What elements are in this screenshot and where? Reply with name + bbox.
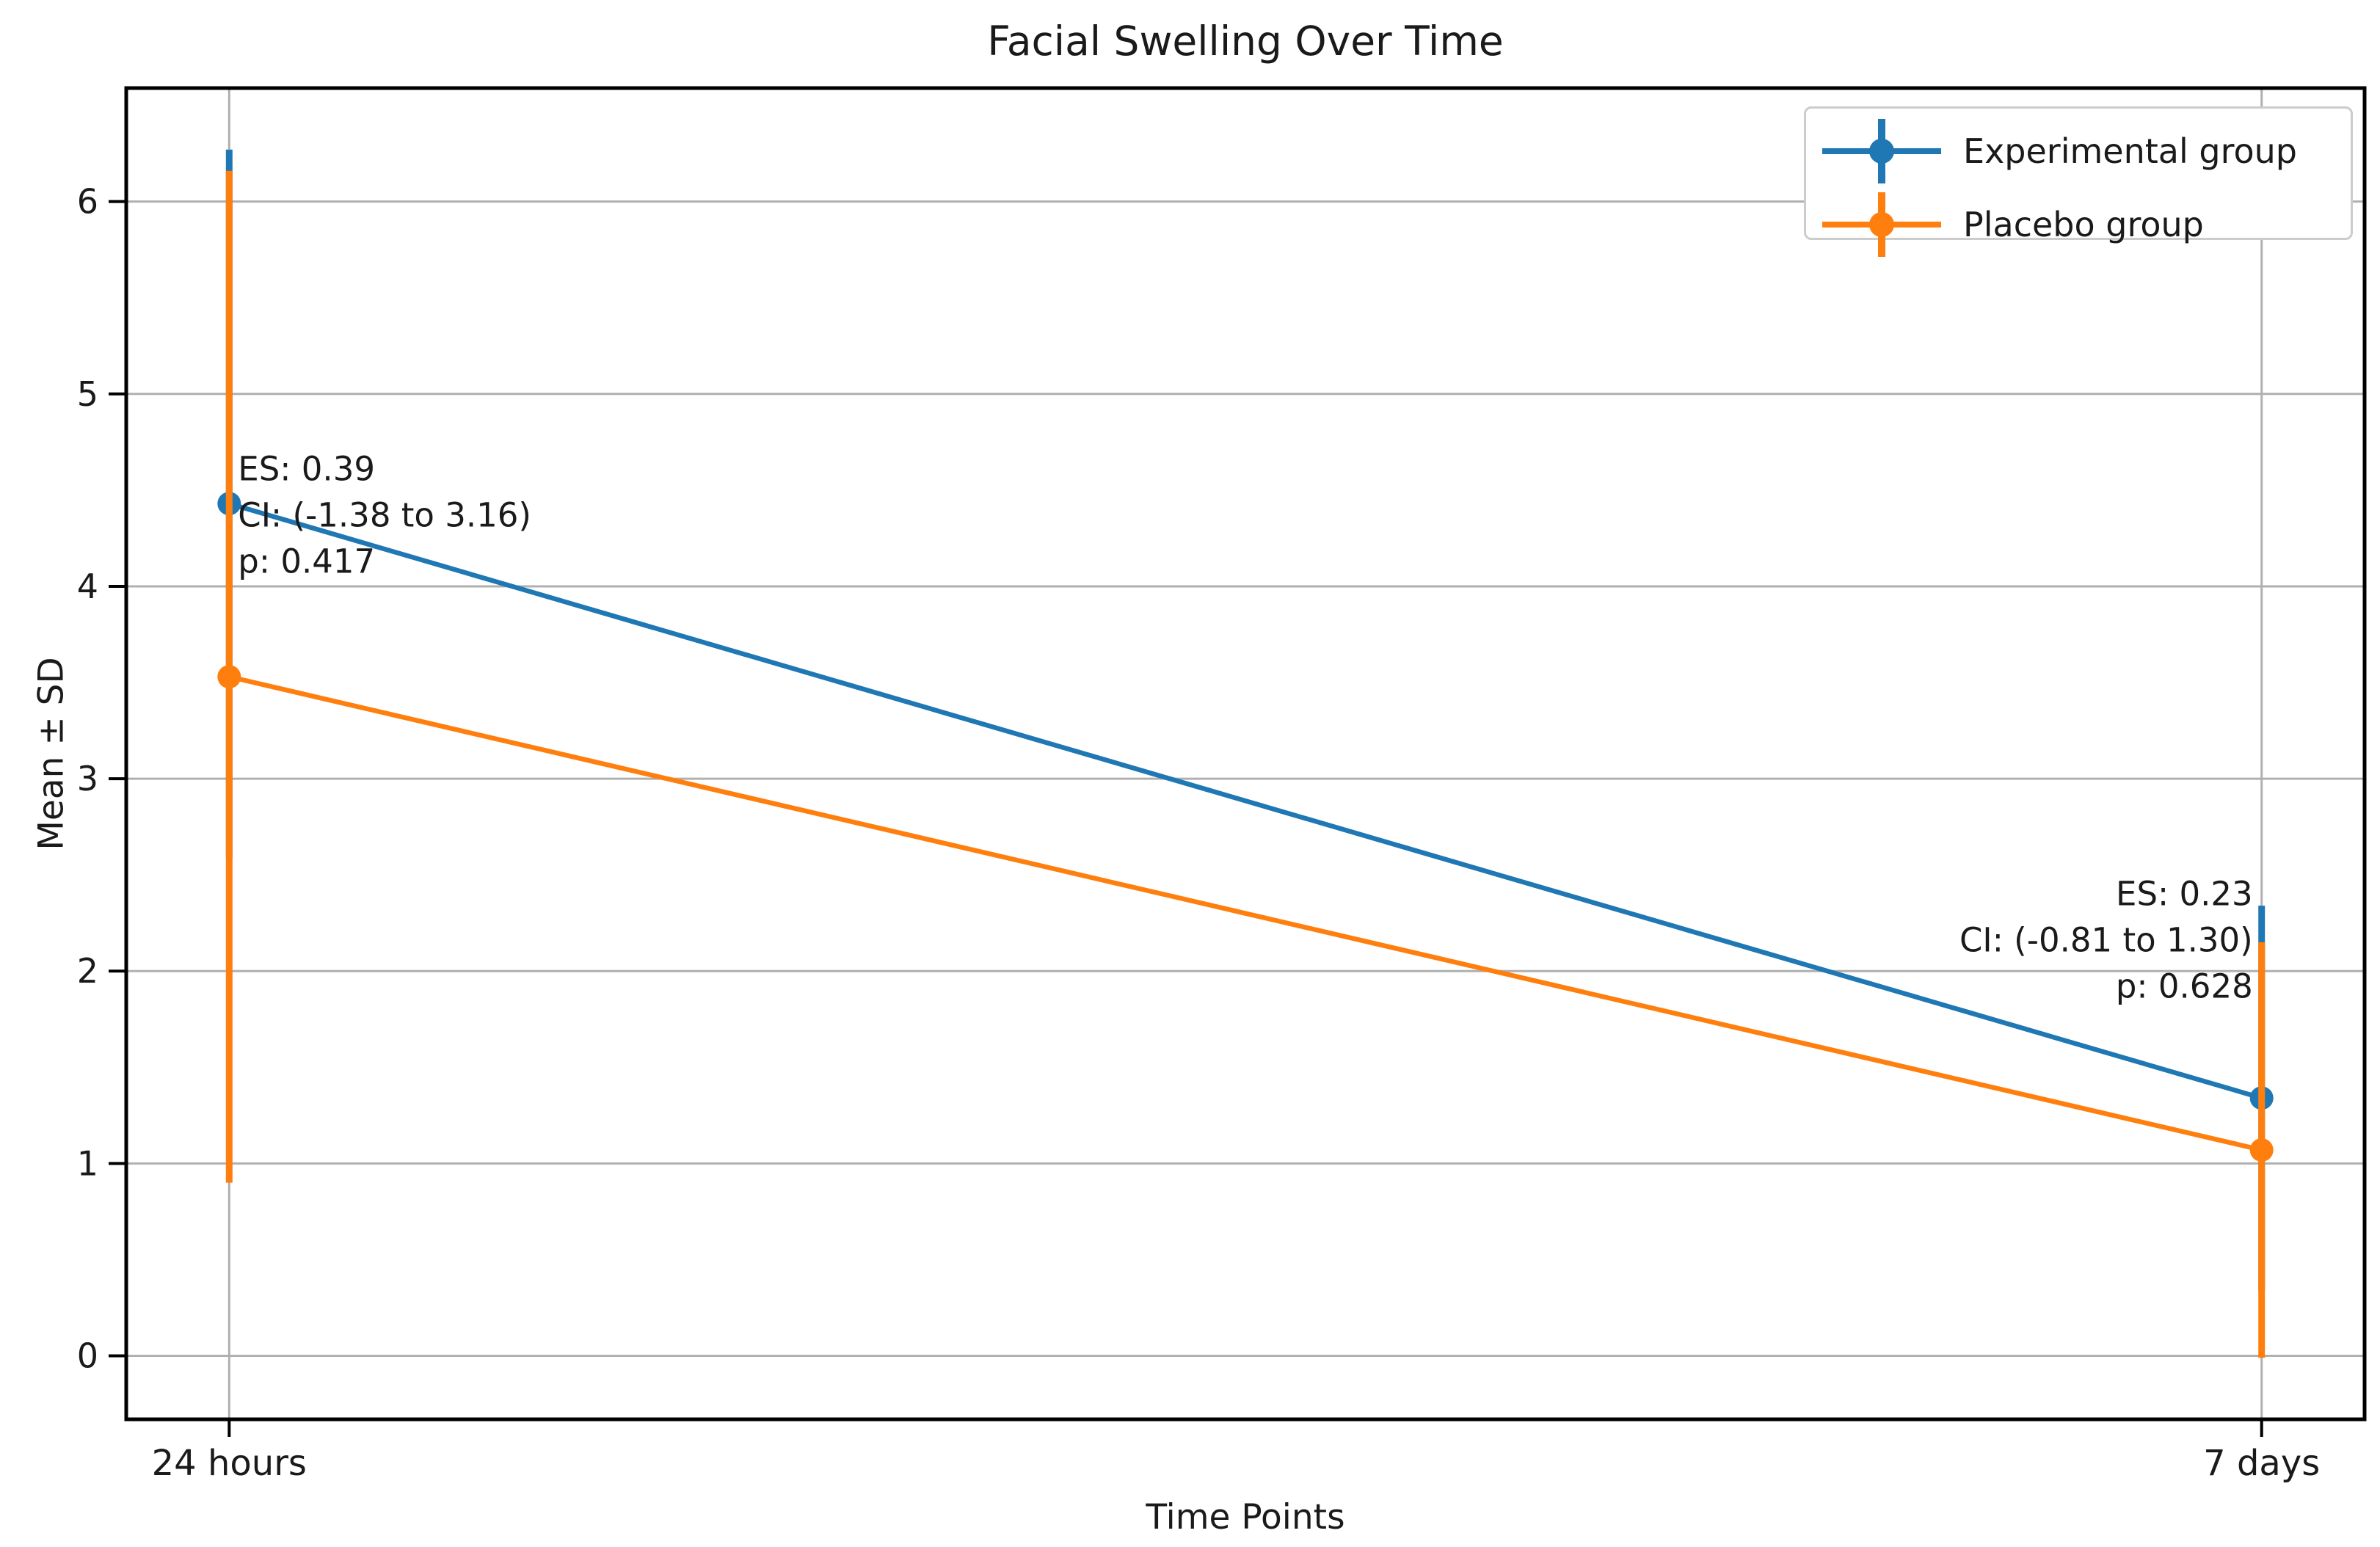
legend-label: Placebo group	[1963, 205, 2204, 244]
annotation-line-es: ES: 0.39	[238, 449, 375, 489]
svg-text:6: 6	[77, 182, 98, 222]
errorbar-marker-icon	[1822, 192, 1941, 257]
legend-label: Experimental group	[1963, 131, 2297, 171]
annotation: ES: 0.23 CI: (-0.81 to 1.30) p: 0.628	[1959, 871, 2253, 1010]
y-axis-label: Mean ± SD	[31, 657, 72, 851]
annotation-line-ci: CI: (-0.81 to 1.30)	[1959, 920, 2253, 960]
svg-text:4: 4	[77, 567, 98, 606]
errorbar-marker-icon	[1822, 119, 1941, 183]
x-axis-label: Time Points	[1146, 1497, 1345, 1537]
legend: Experimental group Placebo group	[1804, 106, 2353, 257]
svg-text:5: 5	[77, 374, 98, 414]
svg-text:0: 0	[77, 1336, 98, 1375]
svg-text:1: 1	[77, 1143, 98, 1183]
annotation-line-p: p: 0.417	[238, 542, 376, 581]
annotation-line-ci: CI: (-1.38 to 3.16)	[238, 495, 531, 535]
legend-item-experimental: Experimental group	[1819, 114, 2337, 188]
legend-item-placebo: Placebo group	[1819, 188, 2337, 261]
svg-text:24 hours: 24 hours	[152, 1443, 307, 1484]
chart-title: Facial Swelling Over Time	[987, 18, 1504, 65]
svg-text:3: 3	[77, 759, 98, 798]
annotation-line-es: ES: 0.23	[2116, 874, 2253, 914]
svg-text:7 days: 7 days	[2203, 1443, 2320, 1484]
svg-text:2: 2	[77, 951, 98, 991]
annotation-line-p: p: 0.628	[2115, 967, 2253, 1006]
annotation: ES: 0.39 CI: (-1.38 to 3.16) p: 0.417	[238, 445, 531, 584]
